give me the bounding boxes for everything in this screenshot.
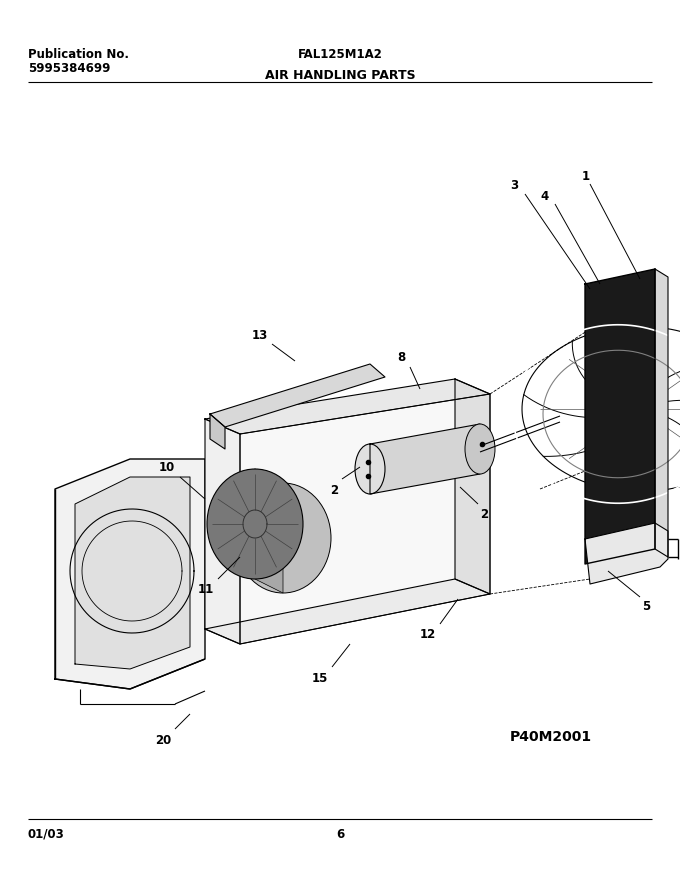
Polygon shape <box>215 509 235 554</box>
Text: 12: 12 <box>420 627 436 640</box>
Text: Publication No.: Publication No. <box>28 48 129 61</box>
Ellipse shape <box>207 469 303 580</box>
Polygon shape <box>205 420 240 644</box>
Ellipse shape <box>235 483 331 594</box>
Polygon shape <box>585 523 668 584</box>
Polygon shape <box>205 380 490 434</box>
Polygon shape <box>75 477 190 669</box>
Text: 8: 8 <box>398 350 406 363</box>
Text: FAL125M1A2: FAL125M1A2 <box>298 48 382 61</box>
Polygon shape <box>55 460 205 689</box>
Text: 6: 6 <box>336 827 344 840</box>
Ellipse shape <box>355 444 385 494</box>
Text: 3: 3 <box>510 179 518 192</box>
Polygon shape <box>210 365 385 428</box>
Polygon shape <box>240 395 490 644</box>
Text: AIR HANDLING PARTS: AIR HANDLING PARTS <box>265 69 415 82</box>
Text: 01/03: 01/03 <box>28 827 65 840</box>
Polygon shape <box>370 425 480 494</box>
Text: 4: 4 <box>541 189 549 202</box>
Text: 2: 2 <box>480 507 488 521</box>
Ellipse shape <box>465 425 495 474</box>
Text: 15: 15 <box>311 671 328 684</box>
Text: 11: 11 <box>198 582 214 595</box>
Polygon shape <box>655 269 668 557</box>
Polygon shape <box>255 469 283 594</box>
Text: 2: 2 <box>330 483 338 496</box>
Polygon shape <box>455 380 490 594</box>
Text: 13: 13 <box>252 328 268 342</box>
Polygon shape <box>205 580 490 644</box>
Text: 5995384699: 5995384699 <box>28 62 110 75</box>
Polygon shape <box>585 269 655 564</box>
Text: 5: 5 <box>642 600 650 613</box>
Text: 10: 10 <box>158 461 175 474</box>
Text: P40M2001: P40M2001 <box>510 729 592 743</box>
Text: 1: 1 <box>582 169 590 182</box>
Text: 20: 20 <box>155 733 171 746</box>
Polygon shape <box>210 415 225 449</box>
